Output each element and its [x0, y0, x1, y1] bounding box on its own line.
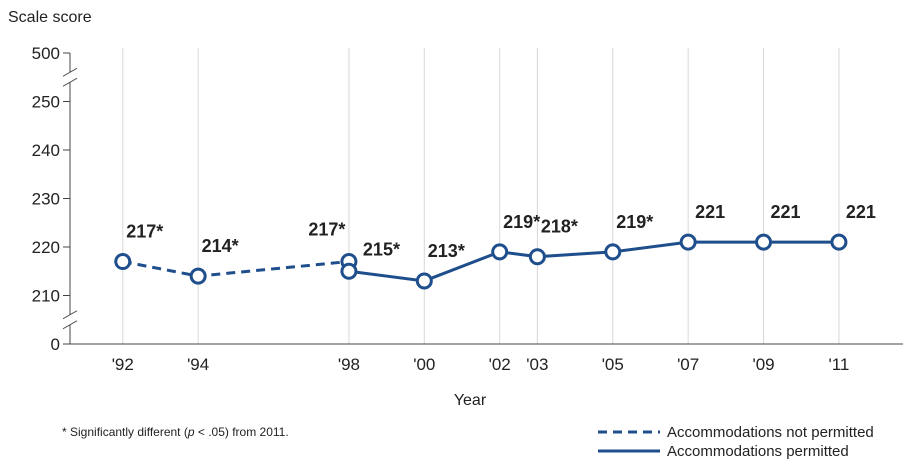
axis-break-gap	[62, 314, 78, 325]
y-axis-title: Scale score	[8, 9, 92, 26]
axis-break	[62, 77, 78, 87]
y-tick-label: 240	[32, 141, 60, 160]
footnote-text: * Significantly different (	[62, 425, 188, 439]
data-label: 215*	[363, 239, 400, 259]
x-tick-label: '07	[677, 355, 699, 374]
x-tick-label: '11	[828, 355, 849, 374]
x-tick-label: '05	[602, 355, 624, 374]
y-tick-label: 500	[32, 44, 60, 63]
axis-break	[62, 67, 78, 77]
data-label: 221	[695, 202, 725, 222]
x-tick-label: '94	[187, 355, 209, 374]
line	[122, 260, 350, 278]
data-label: 219*	[503, 212, 540, 232]
footnote-italic: p	[187, 425, 195, 439]
marker	[415, 272, 433, 290]
x-tick-label: '09	[752, 355, 774, 374]
line	[348, 240, 839, 283]
y-tick-label: 210	[32, 287, 60, 306]
y-tick-label: 0	[51, 335, 60, 354]
axis-break	[62, 320, 78, 330]
marker	[189, 267, 207, 285]
y-tick-label: 220	[32, 238, 60, 257]
y-tick-label: 230	[32, 190, 60, 209]
marker	[340, 262, 358, 280]
x-tick-label: '02	[489, 355, 511, 374]
marker	[679, 233, 697, 251]
marker	[528, 248, 546, 266]
data-label: 214*	[202, 236, 239, 256]
data-label: 218*	[541, 217, 578, 237]
y-tick-label: 250	[32, 93, 60, 112]
marker	[604, 243, 622, 261]
legend-label: Accommodations permitted	[667, 443, 849, 460]
x-tick-label: '00	[413, 355, 435, 374]
data-label: 217*	[126, 222, 163, 242]
axis-break	[62, 310, 78, 320]
data-label: 221	[771, 202, 801, 222]
x-axis-title: Year	[454, 392, 487, 409]
footnote-text: < .05) from 2011.	[195, 425, 289, 439]
footnote: * Significantly different (p < .05) from…	[62, 425, 289, 439]
x-tick-label: '92	[112, 355, 134, 374]
marker	[830, 233, 848, 251]
legend-label: Accommodations not permitted	[667, 424, 874, 441]
data-label: 219*	[616, 212, 653, 232]
data-label: 221	[846, 202, 876, 222]
marker	[114, 253, 132, 271]
data-label: 213*	[428, 241, 465, 261]
marker	[491, 243, 509, 261]
x-tick-label: '98	[338, 355, 360, 374]
x-tick-label: '03	[526, 355, 548, 374]
marker	[755, 233, 773, 251]
axis-break-gap	[62, 72, 78, 83]
data-label: 217*	[308, 220, 345, 240]
